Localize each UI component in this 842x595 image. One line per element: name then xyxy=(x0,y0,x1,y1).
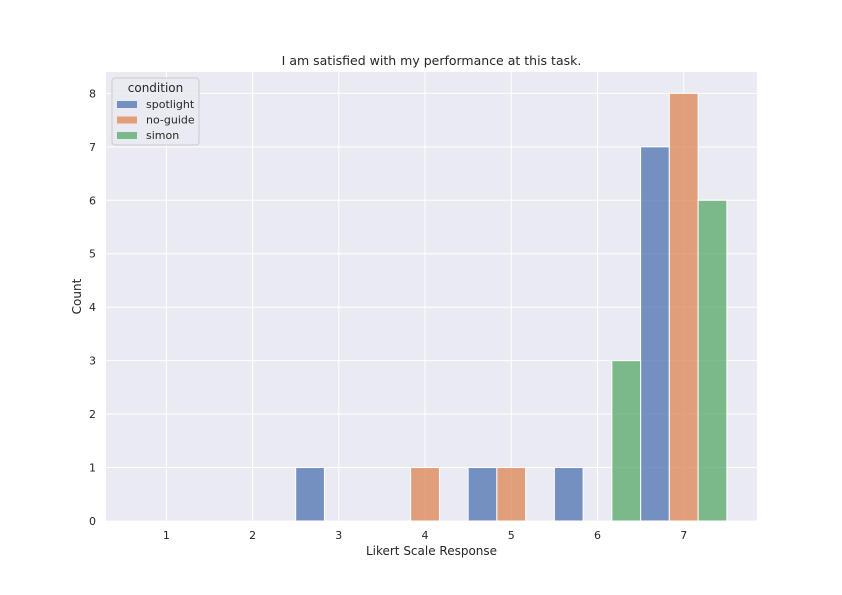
x-tick-label: 3 xyxy=(335,529,342,542)
legend-label-simon: simon xyxy=(146,129,179,142)
x-tick-label: 2 xyxy=(249,529,256,542)
y-tick-label: 5 xyxy=(89,248,96,261)
y-tick-label: 0 xyxy=(89,515,96,528)
bar-spotlight xyxy=(553,467,584,522)
y-tick-label: 4 xyxy=(89,301,96,314)
legend-title: condition xyxy=(128,81,183,95)
bar-spotlight xyxy=(640,146,670,522)
y-axis-label: Count xyxy=(70,278,84,314)
legend-label-no-guide: no-guide xyxy=(146,114,195,127)
x-axis-ticks: 1 2 3 4 5 6 7 xyxy=(163,529,687,542)
legend-items: spotlight no-guide simon xyxy=(117,98,195,142)
bars xyxy=(295,92,728,522)
legend-box xyxy=(111,77,200,146)
y-tick-label: 8 xyxy=(89,87,96,100)
chart-title: I am satisfied with my performance at th… xyxy=(282,53,582,68)
y-tick-label: 1 xyxy=(89,462,96,475)
x-tick-label: 1 xyxy=(163,529,170,542)
y-tick-label: 7 xyxy=(89,141,96,154)
y-tick-label: 6 xyxy=(89,194,96,207)
legend-swatch-no-guide xyxy=(117,116,137,124)
bar-no-guide xyxy=(410,467,440,522)
y-tick-label: 3 xyxy=(89,355,96,368)
legend-swatch-simon xyxy=(117,132,137,139)
bar-no-guide xyxy=(668,92,699,522)
x-tick-label: 4 xyxy=(422,529,429,542)
bar-spotlight xyxy=(295,467,325,522)
bar-simon xyxy=(697,199,728,522)
y-axis-ticks: 0 1 2 3 4 5 6 7 8 xyxy=(89,87,96,528)
legend: condition spotlight no-guide simon xyxy=(111,77,200,146)
x-tick-label: 6 xyxy=(594,529,601,542)
legend-label-spotlight: spotlight xyxy=(146,98,195,111)
x-axis-label: Likert Scale Response xyxy=(366,544,497,558)
bar-spotlight xyxy=(467,467,498,522)
bar-no-guide xyxy=(496,467,527,522)
bar-simon xyxy=(611,360,642,522)
x-tick-label: 5 xyxy=(508,529,515,542)
legend-swatch-spotlight xyxy=(117,101,137,108)
x-tick-label: 7 xyxy=(680,529,687,542)
y-tick-label: 2 xyxy=(89,408,96,421)
